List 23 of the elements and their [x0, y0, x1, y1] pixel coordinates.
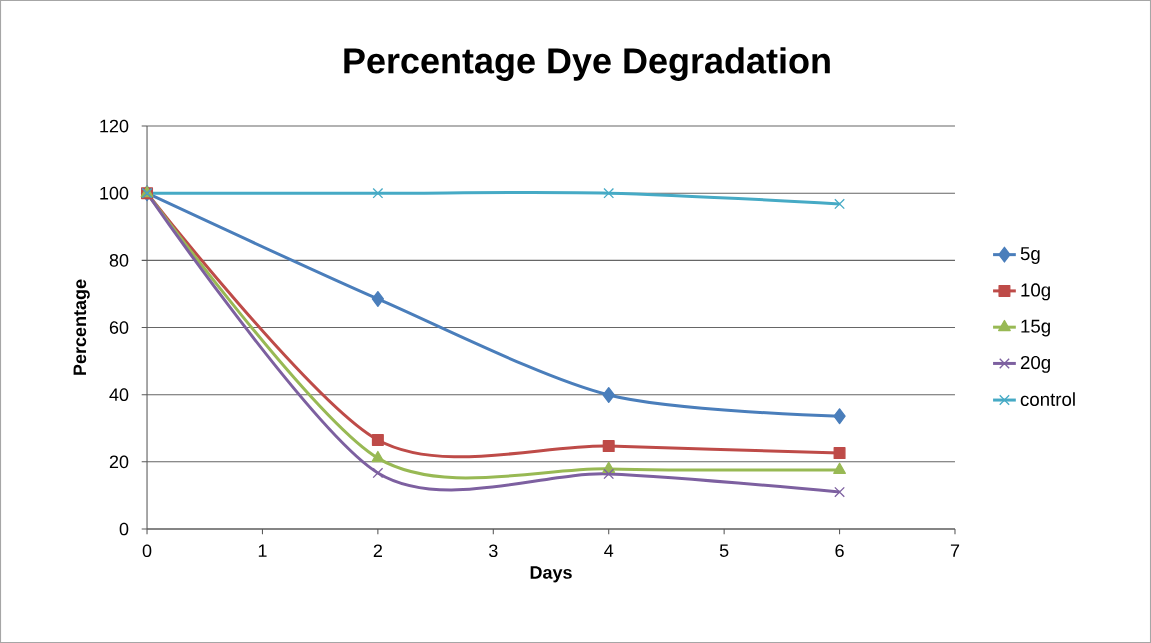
x-tick-label: 4	[604, 544, 614, 557]
x-tick-label: 2	[373, 544, 382, 557]
x-tick-label: 0	[142, 544, 152, 558]
y-tick-label: 120	[100, 119, 129, 133]
legend-label: 5g	[1020, 247, 1040, 264]
chart-title: Percentage Dye Degradation	[344, 47, 830, 81]
y-tick-label: 100	[100, 186, 129, 200]
legend-label: 20g	[1020, 355, 1050, 373]
x-tick-label: 6	[835, 544, 844, 558]
x-axis-title: Days	[530, 566, 572, 583]
y-tick-label: 20	[109, 455, 129, 469]
x-tick-label: 1	[258, 544, 267, 557]
y-axis-title: Percentage	[73, 279, 90, 375]
legend-label: 15g	[1021, 319, 1050, 337]
x-tick-label: 3	[488, 544, 498, 558]
x-tick-label: 5	[719, 544, 729, 557]
x-tick-label: 7	[950, 544, 960, 557]
y-tick-label: 60	[109, 321, 129, 334]
y-tick-label: 80	[109, 253, 129, 267]
y-tick-label: 40	[109, 388, 129, 402]
legend-label: control	[1020, 392, 1075, 406]
y-tick-label: 0	[119, 522, 129, 536]
legend-label: 10g	[1021, 283, 1050, 301]
